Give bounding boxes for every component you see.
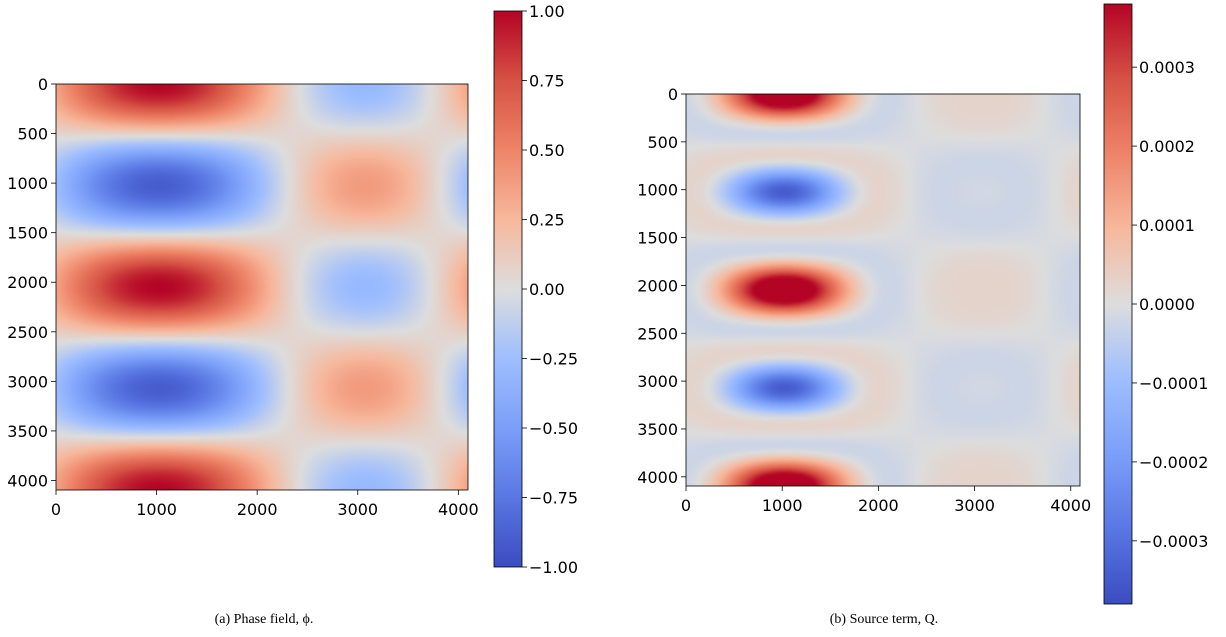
x-tick-label: 1000 <box>136 500 177 519</box>
x-tick-label: 4000 <box>1050 496 1091 515</box>
colorbar-tick-label: 0.75 <box>529 72 565 91</box>
phase-field-x-ticks: 0 1000 2000 3000 4000 <box>51 490 479 519</box>
source-term-colorbar-ticks: 0.0003 0.0002 0.0001 0.0000 −0.0001 −0.0002 −0… <box>1132 58 1208 551</box>
phase-field-colorbar-ticks: 1.00 0.75 0.50 0.25 0.00 −0.25 −0.50 −0.75 −1.00 <box>522 2 578 577</box>
y-tick-label: 2000 <box>7 273 48 292</box>
x-tick-label: 1000 <box>762 496 803 515</box>
y-tick-label: 3000 <box>637 372 678 391</box>
y-tick-label: 1500 <box>637 229 678 248</box>
x-tick-label: 0 <box>51 500 61 519</box>
colorbar-tick-label: −1.00 <box>529 558 578 577</box>
y-tick-label: 0 <box>38 75 48 94</box>
y-tick-label: 1000 <box>7 174 48 193</box>
colorbar-tick-label: −0.25 <box>529 350 578 369</box>
source-term-frame <box>685 93 1081 487</box>
y-tick-label: 1500 <box>7 224 48 243</box>
panel-source-term: 0 1000 2000 3000 4000 0 500 1000 1500 2000 2500 30… <box>637 3 1208 605</box>
colorbar-tick-label: 0.0001 <box>1139 216 1195 235</box>
colorbar-tick-label: −0.0001 <box>1139 374 1208 393</box>
colorbar-tick-label: −0.50 <box>529 419 578 438</box>
colorbar-tick-label: 0.0003 <box>1139 58 1195 77</box>
y-tick-label: 4000 <box>637 468 678 487</box>
y-tick-label: 1000 <box>637 181 678 200</box>
x-tick-label: 3000 <box>954 496 995 515</box>
y-tick-label: 2000 <box>637 276 678 295</box>
source-term-heatmap <box>686 94 1080 486</box>
colorbar-tick-label: −0.0002 <box>1139 453 1208 472</box>
y-tick-label: 3000 <box>7 372 48 391</box>
y-tick-label: 2500 <box>637 324 678 343</box>
phase-field-colorbar <box>493 10 523 568</box>
source-term-y-ticks: 0 500 1000 1500 2000 2500 3000 3500 4000 <box>637 85 686 487</box>
colorbar-tick-label: 0.0002 <box>1139 137 1195 156</box>
phase-field-heatmap <box>56 84 468 490</box>
source-term-x-ticks: 0 1000 2000 3000 4000 <box>681 486 1091 515</box>
panel-phase-field: 0 1000 2000 3000 4000 0 500 1000 1500 2000 2500 30… <box>7 2 578 577</box>
x-tick-label: 2000 <box>858 496 899 515</box>
colorbar-tick-label: −0.75 <box>529 489 578 508</box>
x-tick-label: 2000 <box>237 500 278 519</box>
y-tick-label: 500 <box>647 133 678 152</box>
y-tick-label: 3500 <box>637 420 678 439</box>
y-tick-label: 3500 <box>7 422 48 441</box>
y-tick-label: 2500 <box>7 323 48 342</box>
colorbar-tick-label: −0.0003 <box>1139 532 1208 551</box>
colorbar-tick-label: 0.00 <box>529 280 565 299</box>
colorbar-tick-label: 1.00 <box>529 2 565 21</box>
y-tick-label: 500 <box>17 125 48 144</box>
phase-field-frame <box>55 83 469 491</box>
phase-field-caption: (a) Phase field, ϕ. <box>214 612 314 627</box>
x-tick-label: 3000 <box>337 500 378 519</box>
x-tick-label: 0 <box>681 496 691 515</box>
y-tick-label: 0 <box>668 85 678 104</box>
colorbar-tick-label: 0.0000 <box>1139 295 1195 314</box>
phase-field-y-ticks: 0 500 1000 1500 2000 2500 3000 3500 4000 <box>7 75 56 490</box>
x-tick-label: 4000 <box>438 500 479 519</box>
colorbar-tick-label: 0.25 <box>529 211 565 230</box>
source-term-colorbar <box>1103 3 1133 605</box>
y-tick-label: 4000 <box>7 471 48 490</box>
source-term-caption: (b) Source term, Q. <box>829 612 939 627</box>
colorbar-tick-label: 0.50 <box>529 141 565 160</box>
